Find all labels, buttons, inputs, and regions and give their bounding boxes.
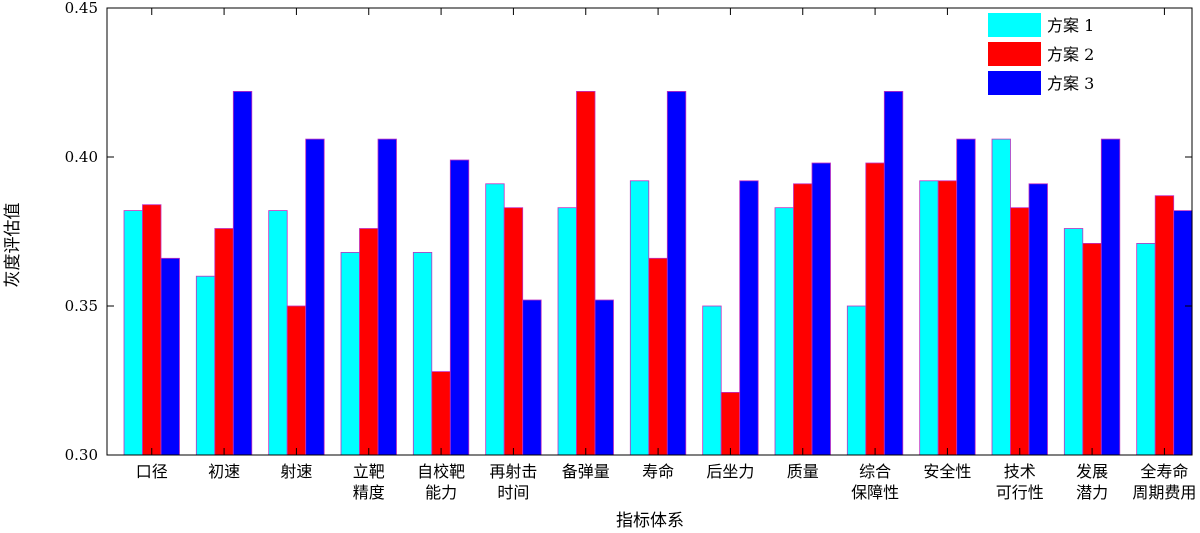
x-category-label: 自校靶 <box>417 462 465 481</box>
legend-label-series1: 方案 1 <box>1047 16 1094 35</box>
bar-series2-14 <box>1154 195 1175 456</box>
bar-series1-5 <box>485 183 505 456</box>
x-category-label: 精度 <box>353 483 385 502</box>
bar-series2-12 <box>1010 207 1030 456</box>
legend-swatch-series2 <box>988 42 1041 66</box>
bar-series1-8 <box>702 305 722 456</box>
x-category-label: 保障性 <box>851 483 899 502</box>
x-category-label: 发展 <box>1076 462 1108 481</box>
bar-series2-1 <box>214 228 234 456</box>
bar-series1-4 <box>412 251 433 456</box>
bar-series1-3 <box>340 251 360 456</box>
bar-series2-0 <box>142 204 162 456</box>
x-category-label: 备弹量 <box>562 462 610 481</box>
y-tick-label: 0.40 <box>65 148 98 166</box>
bar-series3-13 <box>1100 138 1121 456</box>
bar-series3-0 <box>160 257 180 456</box>
bar-series1-2 <box>268 210 288 456</box>
legend-swatch-series3 <box>988 71 1041 95</box>
bar-series1-1 <box>195 275 216 456</box>
bar-series1-10 <box>846 305 867 456</box>
bar-series3-6 <box>594 299 614 456</box>
bar-series2-3 <box>359 228 379 456</box>
bar-series2-2 <box>286 305 307 456</box>
bar-series3-5 <box>522 299 542 456</box>
x-category-label: 后坐力 <box>706 462 754 481</box>
bar-series2-11 <box>937 180 958 456</box>
bar-series1-9 <box>774 207 794 456</box>
bar-series2-9 <box>793 183 813 456</box>
x-category-label: 周期费用 <box>1132 483 1196 502</box>
x-category-label: 综合 <box>859 462 891 481</box>
bar-series3-10 <box>883 91 904 456</box>
bar-series1-0 <box>123 210 143 456</box>
bar-series3-1 <box>232 91 253 456</box>
bar-series1-14 <box>1136 242 1156 456</box>
x-category-label: 可行性 <box>996 483 1044 502</box>
bar-series3-4 <box>449 159 470 456</box>
bar-series3-9 <box>811 162 831 456</box>
bar-series2-8 <box>720 391 741 456</box>
x-category-label: 全寿命 <box>1140 462 1188 481</box>
x-category-label: 初速 <box>208 462 240 481</box>
y-axis: 0.30 0.35 0.40 0.45 <box>65 0 1192 464</box>
bars-group <box>123 91 1193 456</box>
x-category-label: 立靶 <box>353 462 385 481</box>
bar-series2-4 <box>431 371 451 456</box>
x-category-label: 时间 <box>497 483 529 502</box>
bar-series3-7 <box>666 91 687 456</box>
bar-series1-7 <box>629 180 650 456</box>
bar-series3-12 <box>1028 183 1048 456</box>
x-category-label: 寿命 <box>642 462 674 481</box>
bar-series3-2 <box>305 138 325 456</box>
x-category-label: 质量 <box>787 462 819 481</box>
x-category-label: 射速 <box>280 462 312 481</box>
legend-swatch-series1 <box>988 13 1041 37</box>
bar-series1-6 <box>557 207 577 456</box>
x-category-label: 技术 <box>1004 462 1036 481</box>
x-category-label: 能力 <box>425 483 457 502</box>
bar-series3-8 <box>739 180 759 456</box>
legend-label-series2: 方案 2 <box>1047 45 1094 64</box>
x-category-label: 潜力 <box>1076 483 1108 502</box>
y-tick-label: 0.35 <box>65 297 98 315</box>
x-category-label: 安全性 <box>923 462 971 481</box>
y-tick-label: 0.30 <box>65 446 98 464</box>
legend-label-series3: 方案 3 <box>1047 74 1094 93</box>
x-category-label: 再射击 <box>489 462 537 481</box>
x-axis-label: 指标体系 <box>616 511 684 531</box>
plot-frame <box>106 7 1193 456</box>
bar-series1-12 <box>991 138 1011 456</box>
bar-series2-7 <box>648 257 668 456</box>
bar-series2-13 <box>1082 242 1102 456</box>
x-category-label: 口径 <box>136 462 168 481</box>
bar-series1-11 <box>919 180 939 456</box>
bar-series3-3 <box>377 138 397 456</box>
y-tick-label: 0.45 <box>65 0 98 17</box>
legend: 方案 1 方案 2 方案 3 <box>982 8 1101 101</box>
bar-series2-6 <box>576 91 596 456</box>
bar-series3-14 <box>1173 210 1193 456</box>
bar-series2-10 <box>865 162 885 456</box>
bar-series3-11 <box>956 138 976 456</box>
bar-series2-5 <box>503 207 524 456</box>
bar-series1-13 <box>1063 228 1084 456</box>
y-axis-label: 灰度评估值 <box>3 203 23 288</box>
